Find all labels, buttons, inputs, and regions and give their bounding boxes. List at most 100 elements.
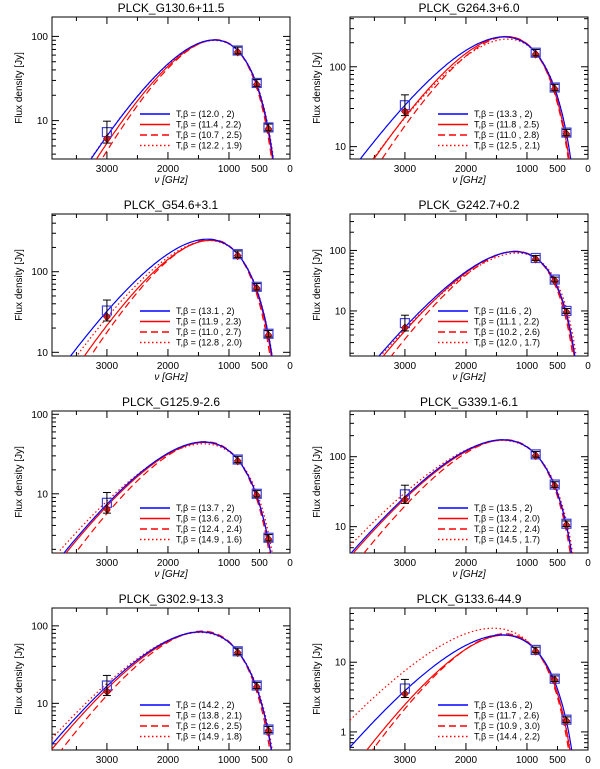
plot-frame	[51, 16, 291, 160]
legend: T,β = (13.5 , 2)T,β = (13.4 , 2.0)T,β = …	[438, 503, 540, 545]
y-tick-label: 10	[37, 116, 49, 127]
x-tick-label: 3000	[96, 558, 119, 569]
legend-label: T,β = (12.2 , 2.4)	[474, 524, 540, 534]
x-tick-label: 500	[549, 755, 566, 764]
x-tick-label: 3000	[394, 755, 417, 764]
x-tick-label: 500	[549, 558, 566, 569]
chart-panel-4: PLCK_G242.7+0.2 3000 2000 1000 500 0 10 100 ν [G…	[312, 198, 591, 383]
legend: T,β = (13.3 , 2)T,β = (11.8 , 2.5)T,β = …	[438, 109, 540, 151]
legend-label: T,β = (11.8 , 2.5)	[474, 120, 539, 130]
legend-label: T,β = (14.9 , 1.8)	[176, 732, 242, 742]
x-tick-label: 500	[549, 361, 566, 372]
legend-label: T,β = (14.5 , 1.7)	[474, 535, 540, 545]
x-tick-label: 2000	[455, 755, 478, 764]
x-axis-label: ν [GHz]	[452, 372, 486, 383]
legend-label: T,β = (13.3 , 2)	[474, 109, 532, 119]
x-tick-label: 3000	[394, 558, 417, 569]
model-curve-3	[371, 633, 570, 750]
x-tick-label: 2000	[157, 361, 180, 372]
legend-label: T,β = (13.5 , 2)	[474, 503, 532, 513]
x-tick-label: 1000	[516, 755, 539, 764]
x-tick-label: 0	[585, 755, 591, 764]
x-tick-label: 3000	[394, 164, 417, 175]
x-tick-label: 0	[287, 755, 293, 764]
legend-label: T,β = (11.1 , 2.2)	[474, 317, 539, 327]
chart-title: PLCK_G339.1-6.1	[420, 395, 518, 409]
plot-frame	[349, 16, 589, 160]
chart-panel-6: PLCK_G339.1-6.1 3000 2000 1000 500 0 10 100 ν [G…	[312, 395, 591, 580]
chart-panel-3: PLCK_G54.6+3.1 3000 2000 1000 500 0 10 100 ν [GH…	[14, 198, 293, 383]
x-tick-label: 0	[585, 164, 591, 175]
chart-title: PLCK_G54.6+3.1	[124, 198, 219, 212]
legend-label: T,β = (13.6 , 2)	[474, 700, 532, 710]
curve-group	[350, 627, 573, 750]
model-curve-2	[366, 634, 571, 750]
legend-label: T,β = (12.8 , 2.0)	[176, 338, 242, 348]
x-axis-label: ν [GHz]	[452, 569, 486, 580]
legend-label: T,β = (13.6 , 2.0)	[176, 514, 242, 524]
x-tick-label: 3000	[394, 361, 417, 372]
x-tick-label: 3000	[96, 164, 119, 175]
x-tick-label: 0	[287, 361, 293, 372]
y-tick-label: 10	[335, 142, 347, 153]
legend-label: T,β = (11.0 , 2.8)	[474, 130, 539, 140]
legend-label: T,β = (12.6 , 2.5)	[176, 721, 242, 731]
legend: T,β = (14.2 , 2)T,β = (13.8 , 2.1)T,β = …	[140, 700, 242, 742]
legend: T,β = (11.6 , 2)T,β = (11.1 , 2.2)T,β = …	[438, 306, 540, 348]
chart-panel-8: PLCK_G133.6-44.93000200010005000110ν [GH…	[312, 592, 591, 769]
model-curve-2	[52, 631, 272, 750]
model-curve-4	[350, 439, 574, 553]
chart-panel-5: PLCK_G125.9-2.6 3000 2000 1000 500 0 10 100 ν [G…	[14, 395, 293, 580]
x-tick-label: 2000	[455, 558, 478, 569]
x-tick-label: 500	[251, 755, 268, 764]
chart-title: PLCK_G264.3+6.0	[418, 1, 519, 15]
legend: T,β = (12.0 , 2)T,β = (11.4 , 2.2)T,β = …	[140, 109, 242, 151]
x-tick-label: 1000	[516, 164, 539, 175]
y-axis-label: Flux density [Jy]	[312, 249, 323, 321]
chart-panel-2: PLCK_G264.3+6.0 3000 2000 1000 500 0 10 100 ν [G…	[312, 1, 591, 186]
model-curve-1	[350, 634, 573, 750]
y-tick-label: 10	[37, 348, 49, 359]
y-tick-label: 100	[329, 246, 346, 257]
chart-title: PLCK_G133.6-44.9	[417, 592, 522, 606]
legend-label: T,β = (12.2 , 1.9)	[176, 141, 242, 151]
x-tick-label: 1000	[516, 558, 539, 569]
legend-label: T,β = (13.8 , 2.1)	[176, 711, 242, 721]
legend-label: T,β = (14.2 , 2)	[176, 700, 234, 710]
y-tick-label: 1	[340, 727, 346, 738]
x-axis-label: ν [GHz]	[154, 569, 188, 580]
y-tick-label: 100	[31, 32, 48, 43]
x-tick-label: 2000	[455, 164, 478, 175]
legend-label: T,β = (10.2 , 2.6)	[474, 327, 540, 337]
x-tick-label: 0	[585, 558, 591, 569]
legend-label: T,β = (13.1 , 2)	[176, 306, 234, 316]
legend: T,β = (13.7 , 2)T,β = (13.6 , 2.0)T,β = …	[140, 503, 242, 545]
model-curve-4	[350, 627, 571, 750]
x-tick-label: 2000	[157, 755, 180, 764]
legend-label: T,β = (10.7 , 2.5)	[176, 130, 242, 140]
legend-label: T,β = (11.9 , 2.3)	[176, 317, 241, 327]
x-tick-label: 1000	[218, 558, 241, 569]
x-tick-label: 1000	[218, 164, 241, 175]
chart-title: PLCK_G242.7+0.2	[418, 198, 519, 212]
model-curve-3	[60, 630, 271, 750]
x-tick-label: 500	[549, 164, 566, 175]
x-tick-label: 0	[287, 164, 293, 175]
x-axis-label: ν [GHz]	[154, 175, 188, 186]
x-tick-label: 1000	[218, 361, 241, 372]
y-tick-label: 10	[335, 306, 347, 317]
plot-frame	[349, 410, 589, 554]
x-tick-label: 0	[287, 558, 293, 569]
y-tick-label: 10	[37, 489, 49, 500]
y-tick-label: 100	[329, 62, 346, 73]
y-tick-label: 10	[37, 699, 49, 710]
x-tick-label: 2000	[157, 164, 180, 175]
x-tick-label: 0	[585, 361, 591, 372]
legend-label: T,β = (13.4 , 2.0)	[474, 514, 540, 524]
x-tick-label: 3000	[96, 361, 119, 372]
chart-title: PLCK_G130.6+11.5	[118, 1, 225, 15]
x-tick-label: 2000	[455, 361, 478, 372]
legend-label: T,β = (12.5 , 2.1)	[474, 141, 540, 151]
